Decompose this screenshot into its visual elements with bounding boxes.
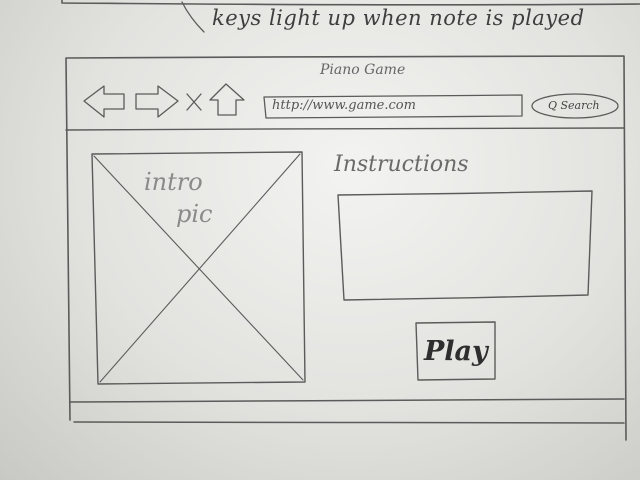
forward-arrow-icon: [135, 85, 179, 118]
instructions-heading: Instructions: [334, 152, 469, 177]
annotation-note: keys light up when note is played: [212, 6, 585, 30]
window-title: Piano Game: [320, 62, 406, 78]
intro-pic-frame: [91, 151, 306, 385]
back-arrow-icon: [83, 85, 125, 118]
browser-window-frame: [65, 55, 627, 441]
search-pill-outline: [531, 93, 619, 119]
up-arrow-icon: [209, 83, 245, 116]
play-button[interactable]: Play: [424, 336, 488, 367]
annotation-box-edge: [61, 0, 640, 6]
intro-pic-cross: [93, 153, 304, 383]
instructions-box: [337, 190, 593, 301]
close-x-icon: [186, 93, 202, 111]
forward-button[interactable]: [134, 84, 180, 119]
stop-button[interactable]: [184, 90, 204, 114]
back-button[interactable]: [82, 84, 126, 119]
play-button-box: [415, 321, 496, 381]
status-bar-line-bottom: [73, 421, 625, 424]
toolbar-separator: [65, 127, 625, 131]
intro-pic-label-line1: intro: [144, 168, 203, 196]
url-field[interactable]: http://www.game.com: [272, 98, 416, 113]
intro-pic-label-line2: pic: [176, 200, 213, 228]
annotation-pointer-line: [181, 1, 205, 33]
url-field-box: [263, 94, 523, 119]
home-up-button[interactable]: [208, 82, 246, 118]
status-bar-line-top: [69, 398, 625, 403]
instructions-text-area[interactable]: [340, 195, 590, 299]
search-button[interactable]: Q Search: [548, 99, 600, 112]
